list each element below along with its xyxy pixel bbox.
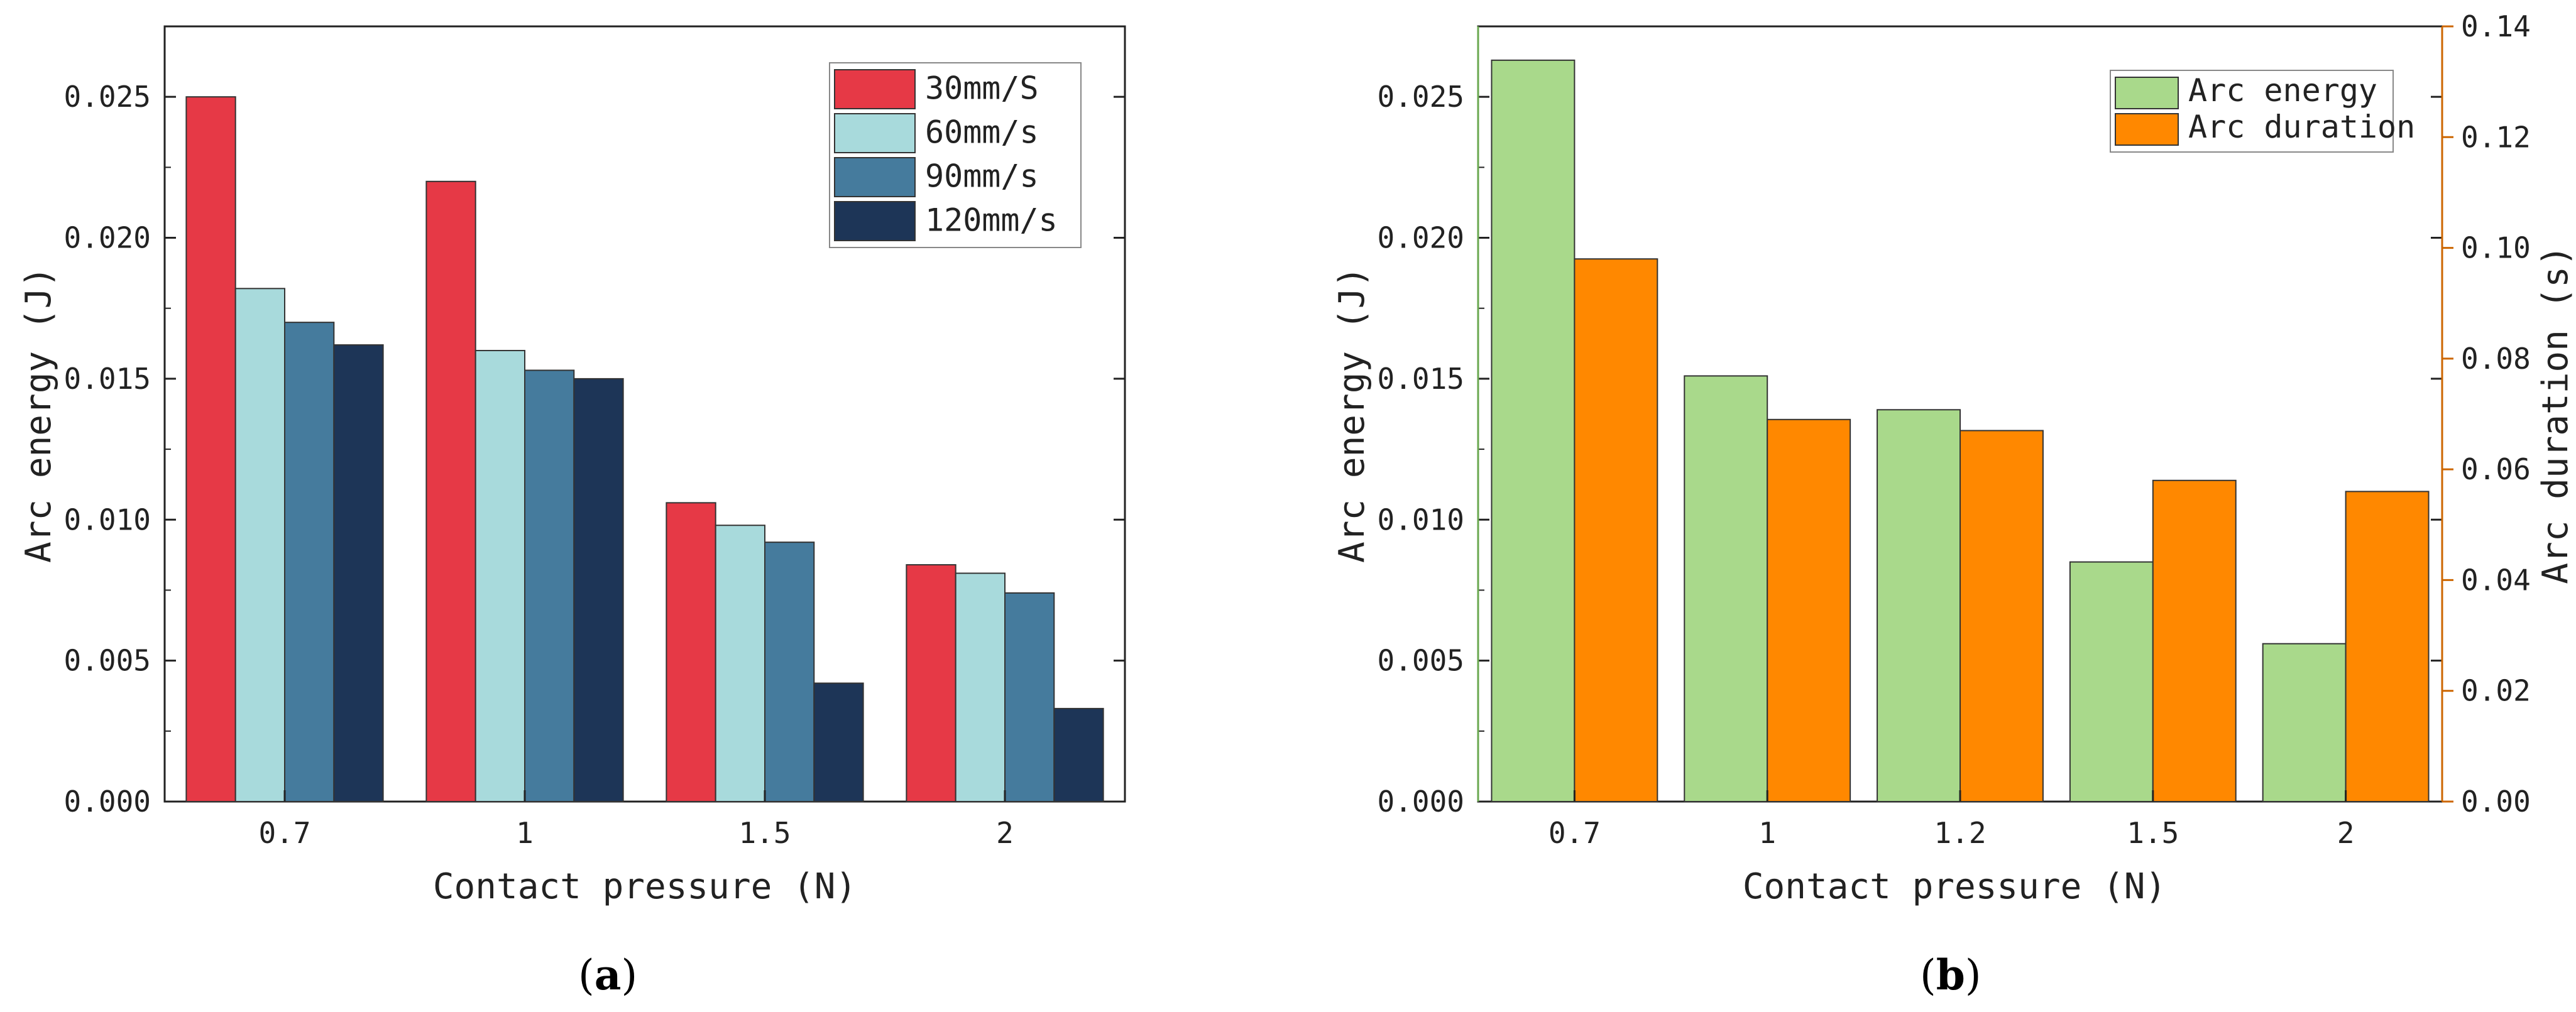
chart-a-x-ticks: 0.7 1 1.5 2	[258, 790, 1014, 850]
chart-b-caption-letter: b	[1936, 950, 1965, 999]
y-tick-label: 0.010	[1378, 503, 1464, 536]
bar	[234, 288, 285, 803]
y-tick-label: 0.005	[1378, 644, 1464, 678]
bar	[1053, 707, 1104, 803]
bar	[1574, 258, 1658, 802]
chart-a-bars	[185, 96, 1104, 803]
legend-swatch	[834, 113, 916, 153]
legend-label: 30mm/S	[925, 70, 1039, 106]
bar	[2262, 643, 2347, 803]
y-tick-label: 0.000	[64, 785, 151, 819]
x-tick-label: 0.7	[258, 816, 310, 850]
legend-swatch	[2115, 77, 2179, 109]
bar	[1004, 592, 1055, 803]
chart-b-bars	[1491, 59, 2430, 803]
bar	[333, 344, 384, 802]
y-tick-label: 0.005	[64, 644, 151, 678]
legend-swatch	[2115, 113, 2179, 146]
y-tick-label: 0.015	[1378, 362, 1464, 396]
chart-b-caption: (b)	[1920, 950, 1981, 999]
chart-b-xlabel: Contact pressure (N)	[1743, 866, 2166, 907]
chart-b-y-ticks-right: 0.00 0.02 0.04 0.06 0.08 0.10 0.12 0.14	[2442, 9, 2531, 819]
chart-a-caption: (a)	[578, 950, 637, 999]
y-right-tick-label: 0.08	[2461, 342, 2531, 376]
chart-a-legend: 30mm/S 60mm/s 90mm/s 120mm/s	[829, 62, 1082, 248]
x-tick-label: 1	[1758, 816, 1776, 850]
chart-b-y-ticks-left: 0.000 0.005 0.010 0.015 0.020 0.025	[1378, 26, 2442, 819]
chart-a-ylabel: Arc energy (J)	[18, 266, 59, 563]
x-tick-label: 1.5	[2127, 816, 2179, 850]
chart-a-caption-letter: a	[595, 950, 622, 999]
chart-b-ylabel-right: Arc duration (s)	[2535, 245, 2576, 584]
bar	[715, 525, 765, 802]
bar	[185, 96, 236, 803]
chart-b-ylabel-left: Arc energy (J)	[1332, 266, 1373, 563]
x-tick-label: 0.7	[1548, 816, 1601, 850]
x-tick-label: 2	[2337, 816, 2355, 850]
bar	[474, 350, 525, 802]
y-right-tick-label: 0.02	[2461, 674, 2531, 708]
y-tick-label: 0.000	[1378, 785, 1464, 819]
y-right-tick-label: 0.14	[2461, 9, 2531, 43]
x-tick-label: 1.5	[738, 816, 791, 850]
bar	[1767, 418, 1851, 802]
legend-label: 60mm/s	[925, 114, 1039, 150]
legend-swatch	[834, 69, 916, 109]
chart-b-x-ticks: 0.7 1 1.2 1.5 2	[1548, 790, 2355, 850]
bar	[425, 180, 476, 802]
y-right-tick-label: 0.10	[2461, 231, 2531, 265]
y-tick-label: 0.015	[64, 362, 151, 396]
bar	[524, 369, 575, 802]
y-tick-label: 0.010	[64, 503, 151, 536]
y-right-tick-label: 0.06	[2461, 452, 2531, 486]
bar	[666, 502, 716, 803]
legend-label: 120mm/s	[925, 202, 1058, 238]
x-tick-label: 1.2	[1934, 816, 1986, 850]
bar	[1877, 409, 1961, 802]
bar	[764, 541, 815, 802]
chart-a-plot-frame	[163, 25, 1126, 803]
x-tick-label: 1	[516, 816, 534, 850]
bar	[1684, 375, 1768, 802]
legend-swatch	[834, 157, 916, 197]
y-tick-label: 0.020	[64, 221, 151, 255]
y-right-tick-label: 0.00	[2461, 785, 2531, 819]
legend-label: Arc duration	[2188, 109, 2415, 145]
bar	[955, 572, 1006, 802]
bar	[2345, 491, 2430, 803]
bar	[1959, 430, 2044, 802]
legend-swatch	[834, 201, 916, 241]
bar	[813, 682, 864, 802]
legend-label: Arc energy	[2188, 72, 2377, 109]
y-tick-label: 0.025	[64, 80, 151, 114]
chart-a-xlabel: Contact pressure (N)	[433, 866, 857, 907]
legend-label: 90mm/s	[925, 158, 1039, 194]
chart-a-y-ticks: 0.000 0.005 0.010 0.015 0.020 0.025	[64, 26, 1125, 819]
bar	[284, 322, 335, 802]
y-right-tick-label: 0.04	[2461, 563, 2531, 597]
bar	[1491, 59, 1576, 802]
x-tick-label: 2	[996, 816, 1014, 850]
y-right-tick-label: 0.12	[2461, 120, 2531, 154]
y-tick-label: 0.020	[1378, 221, 1464, 255]
y-tick-label: 0.025	[1378, 80, 1464, 114]
bar	[906, 564, 956, 802]
bar	[573, 378, 624, 802]
bar	[2152, 479, 2237, 802]
bar	[2069, 561, 2154, 803]
